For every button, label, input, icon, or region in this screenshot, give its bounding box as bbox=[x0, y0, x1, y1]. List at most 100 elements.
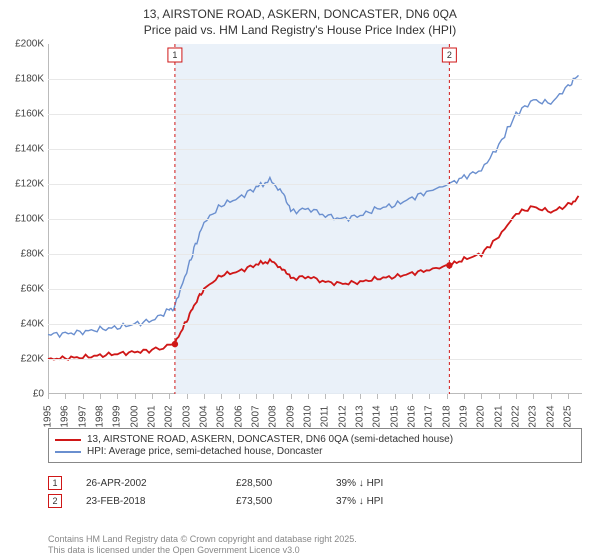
x-tick-label: 2005 bbox=[216, 405, 227, 427]
x-tick-label: 2016 bbox=[407, 405, 418, 427]
y-tick-label: £100K bbox=[0, 214, 44, 225]
legend-row: HPI: Average price, semi-detached house,… bbox=[55, 446, 575, 457]
x-tick bbox=[187, 394, 188, 399]
x-tick-label: 2014 bbox=[372, 405, 383, 427]
sale-marker-number: 1 bbox=[172, 50, 177, 60]
x-tick-label: 2003 bbox=[181, 405, 192, 427]
x-tick-label: 2011 bbox=[320, 406, 331, 428]
legend-swatch bbox=[55, 439, 81, 441]
sale-row-price: £28,500 bbox=[236, 478, 336, 489]
footer-line-1: Contains HM Land Registry data © Crown c… bbox=[48, 534, 582, 545]
x-tick-label: 2002 bbox=[164, 405, 175, 427]
y-tick-label: £140K bbox=[0, 144, 44, 155]
x-tick bbox=[135, 394, 136, 399]
x-tick bbox=[568, 394, 569, 399]
y-tick-label: £60K bbox=[0, 284, 44, 295]
y-tick-label: £200K bbox=[0, 39, 44, 50]
x-tick-label: 2018 bbox=[441, 405, 452, 427]
y-gridline bbox=[48, 359, 582, 360]
x-tick bbox=[239, 394, 240, 399]
y-gridline bbox=[48, 219, 582, 220]
x-tick bbox=[325, 394, 326, 399]
y-tick-label: £20K bbox=[0, 354, 44, 365]
sale-row-marker: 1 bbox=[48, 476, 62, 490]
x-tick bbox=[169, 394, 170, 399]
sale-row: 2 23-FEB-2018£73,50037% ↓ HPI bbox=[48, 494, 582, 508]
x-tick-label: 2015 bbox=[389, 405, 400, 427]
x-tick-label: 2019 bbox=[459, 405, 470, 427]
x-tick bbox=[377, 394, 378, 399]
x-tick-label: 2004 bbox=[199, 405, 210, 427]
y-gridline bbox=[48, 149, 582, 150]
sale-row-date: 26-APR-2002 bbox=[86, 478, 236, 489]
sale-row-price: £73,500 bbox=[236, 496, 336, 507]
y-tick-label: £120K bbox=[0, 179, 44, 190]
legend-label: 13, AIRSTONE ROAD, ASKERN, DONCASTER, DN… bbox=[87, 434, 453, 445]
x-tick bbox=[273, 394, 274, 399]
x-tick bbox=[447, 394, 448, 399]
x-tick bbox=[48, 394, 49, 399]
x-tick-label: 2020 bbox=[476, 405, 487, 427]
legend-row: 13, AIRSTONE ROAD, ASKERN, DONCASTER, DN… bbox=[55, 434, 575, 445]
sale-marker-number: 2 bbox=[447, 50, 452, 60]
sale-marker-dot bbox=[446, 262, 452, 268]
x-tick bbox=[360, 394, 361, 399]
sale-row-delta: 37% ↓ HPI bbox=[336, 496, 456, 507]
x-tick-label: 2023 bbox=[528, 405, 539, 427]
x-tick bbox=[100, 394, 101, 399]
x-tick bbox=[412, 394, 413, 399]
x-tick bbox=[65, 394, 66, 399]
x-tick-label: 2025 bbox=[563, 405, 574, 427]
x-tick-label: 2006 bbox=[233, 405, 244, 427]
x-tick bbox=[533, 394, 534, 399]
x-tick bbox=[499, 394, 500, 399]
sale-row-date: 23-FEB-2018 bbox=[86, 496, 236, 507]
x-tick-label: 1995 bbox=[43, 405, 54, 427]
sale-marker-dot bbox=[172, 341, 178, 347]
y-gridline bbox=[48, 79, 582, 80]
x-tick-label: 2012 bbox=[337, 405, 348, 427]
chart-plot-area: 12 £0£20K£40K£60K£80K£100K£120K£140K£160… bbox=[48, 44, 582, 394]
x-tick-label: 2001 bbox=[147, 405, 158, 427]
y-tick-label: £180K bbox=[0, 74, 44, 85]
sales-table: 126-APR-2002£28,50039% ↓ HPI223-FEB-2018… bbox=[48, 472, 582, 512]
sale-row-marker: 2 bbox=[48, 494, 62, 508]
footer-attribution: Contains HM Land Registry data © Crown c… bbox=[48, 534, 582, 557]
x-tick bbox=[395, 394, 396, 399]
x-tick-label: 1999 bbox=[112, 405, 123, 427]
y-gridline bbox=[48, 324, 582, 325]
y-gridline bbox=[48, 114, 582, 115]
x-tick-label: 2021 bbox=[493, 405, 504, 427]
y-gridline bbox=[48, 184, 582, 185]
y-tick-label: £80K bbox=[0, 249, 44, 260]
y-tick-label: £0 bbox=[0, 389, 44, 400]
x-tick bbox=[152, 394, 153, 399]
x-tick-label: 2022 bbox=[511, 405, 522, 427]
x-tick bbox=[117, 394, 118, 399]
x-tick-label: 2024 bbox=[545, 405, 556, 427]
title-line-1: 13, AIRSTONE ROAD, ASKERN, DONCASTER, DN… bbox=[0, 6, 600, 22]
y-gridline bbox=[48, 289, 582, 290]
x-tick-label: 2000 bbox=[129, 405, 140, 427]
x-tick bbox=[481, 394, 482, 399]
title-line-2: Price paid vs. HM Land Registry's House … bbox=[0, 22, 600, 38]
legend-label: HPI: Average price, semi-detached house,… bbox=[87, 446, 323, 457]
x-tick bbox=[551, 394, 552, 399]
y-tick-label: £160K bbox=[0, 109, 44, 120]
legend-swatch bbox=[55, 451, 81, 453]
chart-title: 13, AIRSTONE ROAD, ASKERN, DONCASTER, DN… bbox=[0, 0, 600, 40]
x-tick bbox=[516, 394, 517, 399]
x-tick-label: 1996 bbox=[60, 405, 71, 427]
x-tick-label: 2009 bbox=[285, 405, 296, 427]
x-tick-label: 2013 bbox=[355, 405, 366, 427]
footer-line-2: This data is licensed under the Open Gov… bbox=[48, 545, 582, 556]
x-tick bbox=[204, 394, 205, 399]
x-tick-label: 2008 bbox=[268, 405, 279, 427]
y-gridline bbox=[48, 254, 582, 255]
sale-row: 126-APR-2002£28,50039% ↓ HPI bbox=[48, 476, 582, 490]
x-tick bbox=[464, 394, 465, 399]
x-tick bbox=[221, 394, 222, 399]
x-tick-label: 2010 bbox=[303, 405, 314, 427]
x-tick-label: 1997 bbox=[77, 405, 88, 427]
x-tick bbox=[343, 394, 344, 399]
